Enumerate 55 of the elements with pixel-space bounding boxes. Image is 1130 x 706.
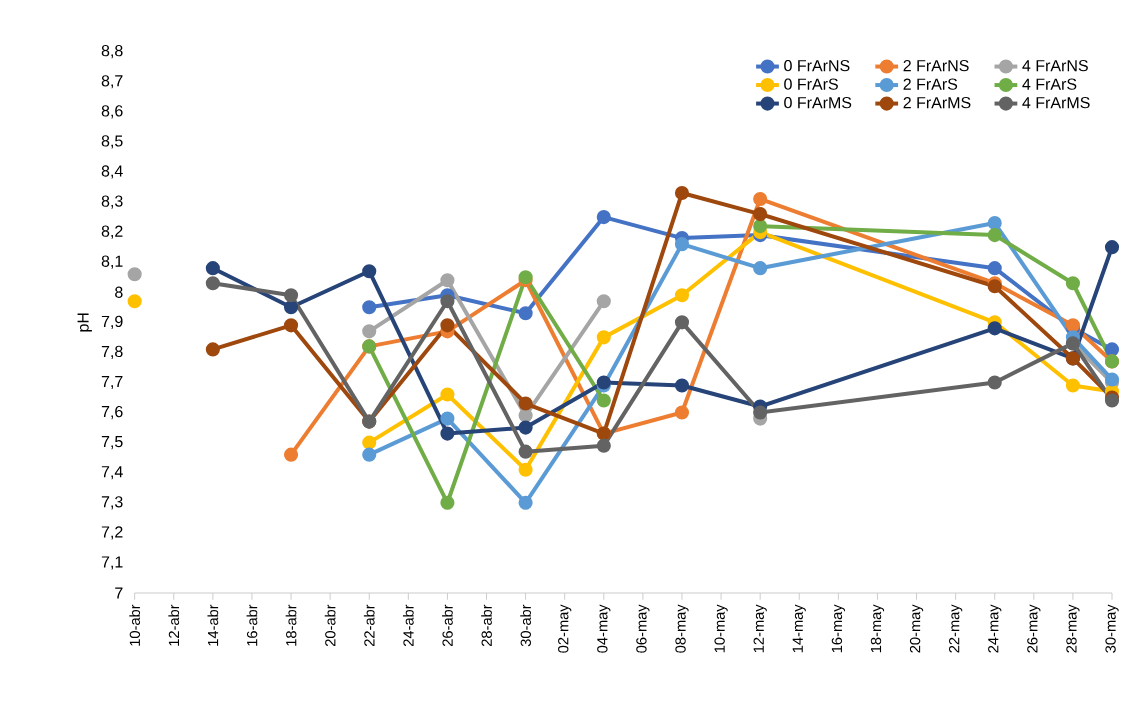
y-tick-label: 8,3 [101,195,123,209]
x-tick-label: 22-may [949,604,963,653]
x-tick-label: 14-abr [207,604,219,646]
y-tick-label: 8,6 [101,105,123,119]
y-tick-label: 8,4 [101,165,123,179]
x-tick-label: 10-may [714,604,728,653]
x-tick-label: 02-may [558,604,572,653]
legend-label: 2 FrArNS [903,59,969,72]
y-tick-label: 7,1 [101,556,123,570]
x-tick-label: 16-abr [246,604,258,646]
x-tick-label: 16-may [831,604,845,653]
x-tick-label: 08-may [675,604,689,653]
legend-label: 4 FrArMS [1022,96,1090,109]
y-tick-label: 8,1 [101,255,123,269]
y-tick-label: 7,4 [101,466,123,480]
x-tick-label: 30-may [1105,604,1119,653]
y-tick-label: 7,2 [101,526,123,540]
y-tick-label: 7,8 [101,345,123,360]
legend-label: 0 FrArS [784,78,838,90]
y-tick-label: 7,5 [101,436,123,450]
x-tick-label: 22-abr [363,604,375,647]
y-tick-label: 8 [115,286,123,298]
x-tick-label: 20-abr [324,604,336,647]
legend-label: 4 FrArNS [1022,59,1088,72]
x-tick-label: 30-abr [520,604,531,647]
y-tick-label: 7,9 [101,315,123,329]
x-tick-label: 12-abr [168,604,180,646]
y-tick-label: 8,2 [101,225,123,239]
legend-label: 0 FrArMS [784,96,852,109]
y-tick-label: 7,7 [101,375,123,390]
y-tick-label: 7,6 [101,405,123,420]
x-tick-label: 24-may [988,604,1002,653]
x-tick-label: 18-abr [285,604,297,646]
y-tick-label: 8,8 [101,45,123,59]
y-axis-title: pH [77,313,92,332]
x-tick-label: 06-may [636,604,650,653]
x-tick-label: 26-abr [442,604,453,647]
x-tick-label: 28-abr [481,604,492,647]
x-tick-label: 10-abr [129,604,141,646]
x-tick-label: 12-may [753,604,767,653]
legend-label: 4 FrArS [1022,78,1077,90]
y-tick-label: 7,3 [101,496,123,510]
x-tick-label: 24-abr [402,604,414,647]
legend-label: 0 FrArNS [784,59,850,72]
x-tick-label: 20-may [909,604,924,653]
x-tick-label: 28-may [1066,604,1080,653]
y-tick-label: 7 [115,587,123,599]
legend-label: 2 FrArS [903,78,958,90]
legend-label: 2 FrArMS [903,96,971,109]
x-tick-label: 18-may [870,604,885,653]
x-tick-label: 26-may [1027,604,1041,653]
x-tick-label: 04-may [597,604,611,653]
y-tick-label: 8,7 [101,75,123,89]
x-tick-label: 14-may [792,604,806,653]
y-tick-label: 8,5 [101,135,123,149]
